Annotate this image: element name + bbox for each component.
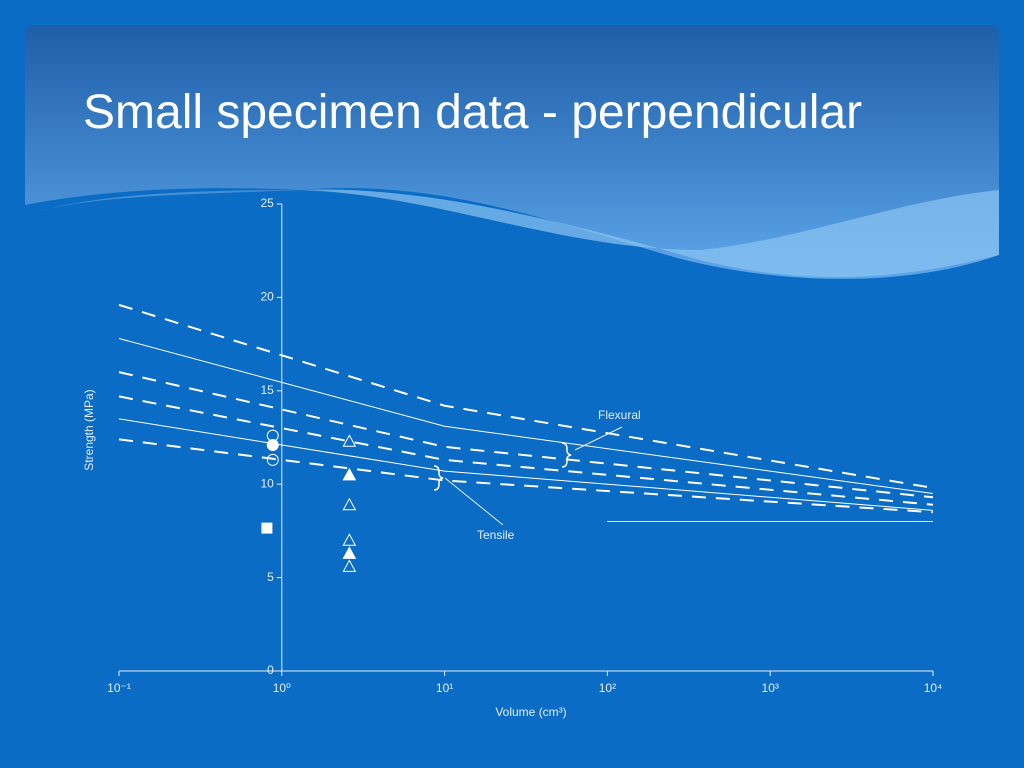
marker-triangle (342, 559, 357, 572)
y-axis-label: Strength (MPa) (82, 389, 96, 470)
marker-circle (266, 438, 279, 451)
brace (433, 465, 444, 491)
dashed-line (118, 395, 934, 506)
x-tick-label: 10⁰ (273, 681, 291, 695)
x-tick-label: 10⁴ (924, 681, 943, 695)
y-tick-label: 5 (267, 570, 274, 584)
dashed-line (118, 303, 934, 489)
line (118, 418, 934, 511)
annotation: Tensile (477, 528, 515, 542)
slide-title: Small specimen data - perpendicular (83, 86, 862, 139)
marker-triangle (342, 434, 357, 447)
plot: 10⁻¹ 10⁰ 10¹ 10² 10³ 10⁴ 0 5 10 15 20 25 (107, 196, 942, 695)
marker-triangle (342, 467, 357, 481)
marker-triangle (342, 546, 357, 559)
x-tick-label: 10⁻¹ (107, 681, 131, 695)
annotation: Flexural (598, 408, 641, 422)
leader-line (444, 477, 504, 526)
line (118, 338, 934, 495)
y-tick-label: 10 (260, 476, 274, 490)
dashed-line (118, 371, 934, 499)
y-tick-label: 25 (260, 196, 274, 210)
marker-triangle (342, 497, 357, 511)
marker-circle (266, 453, 279, 466)
y-tick-label: 20 (260, 290, 274, 304)
y-tick-label: 0 (267, 663, 274, 677)
y-tick-label: 15 (260, 383, 274, 397)
wave-edge (25, 188, 300, 215)
header-band (25, 25, 999, 279)
x-tick-label: 10³ (762, 681, 779, 695)
x-axis-label: Volume (cm³) (495, 705, 566, 719)
marker-square (261, 522, 273, 534)
marker-triangle (342, 533, 357, 546)
brace (561, 442, 572, 468)
wave (300, 189, 999, 277)
x-tick-label: 10² (599, 681, 616, 695)
leader-line (574, 426, 623, 451)
x-tick-label: 10¹ (436, 681, 453, 695)
dashed-line (118, 438, 934, 514)
